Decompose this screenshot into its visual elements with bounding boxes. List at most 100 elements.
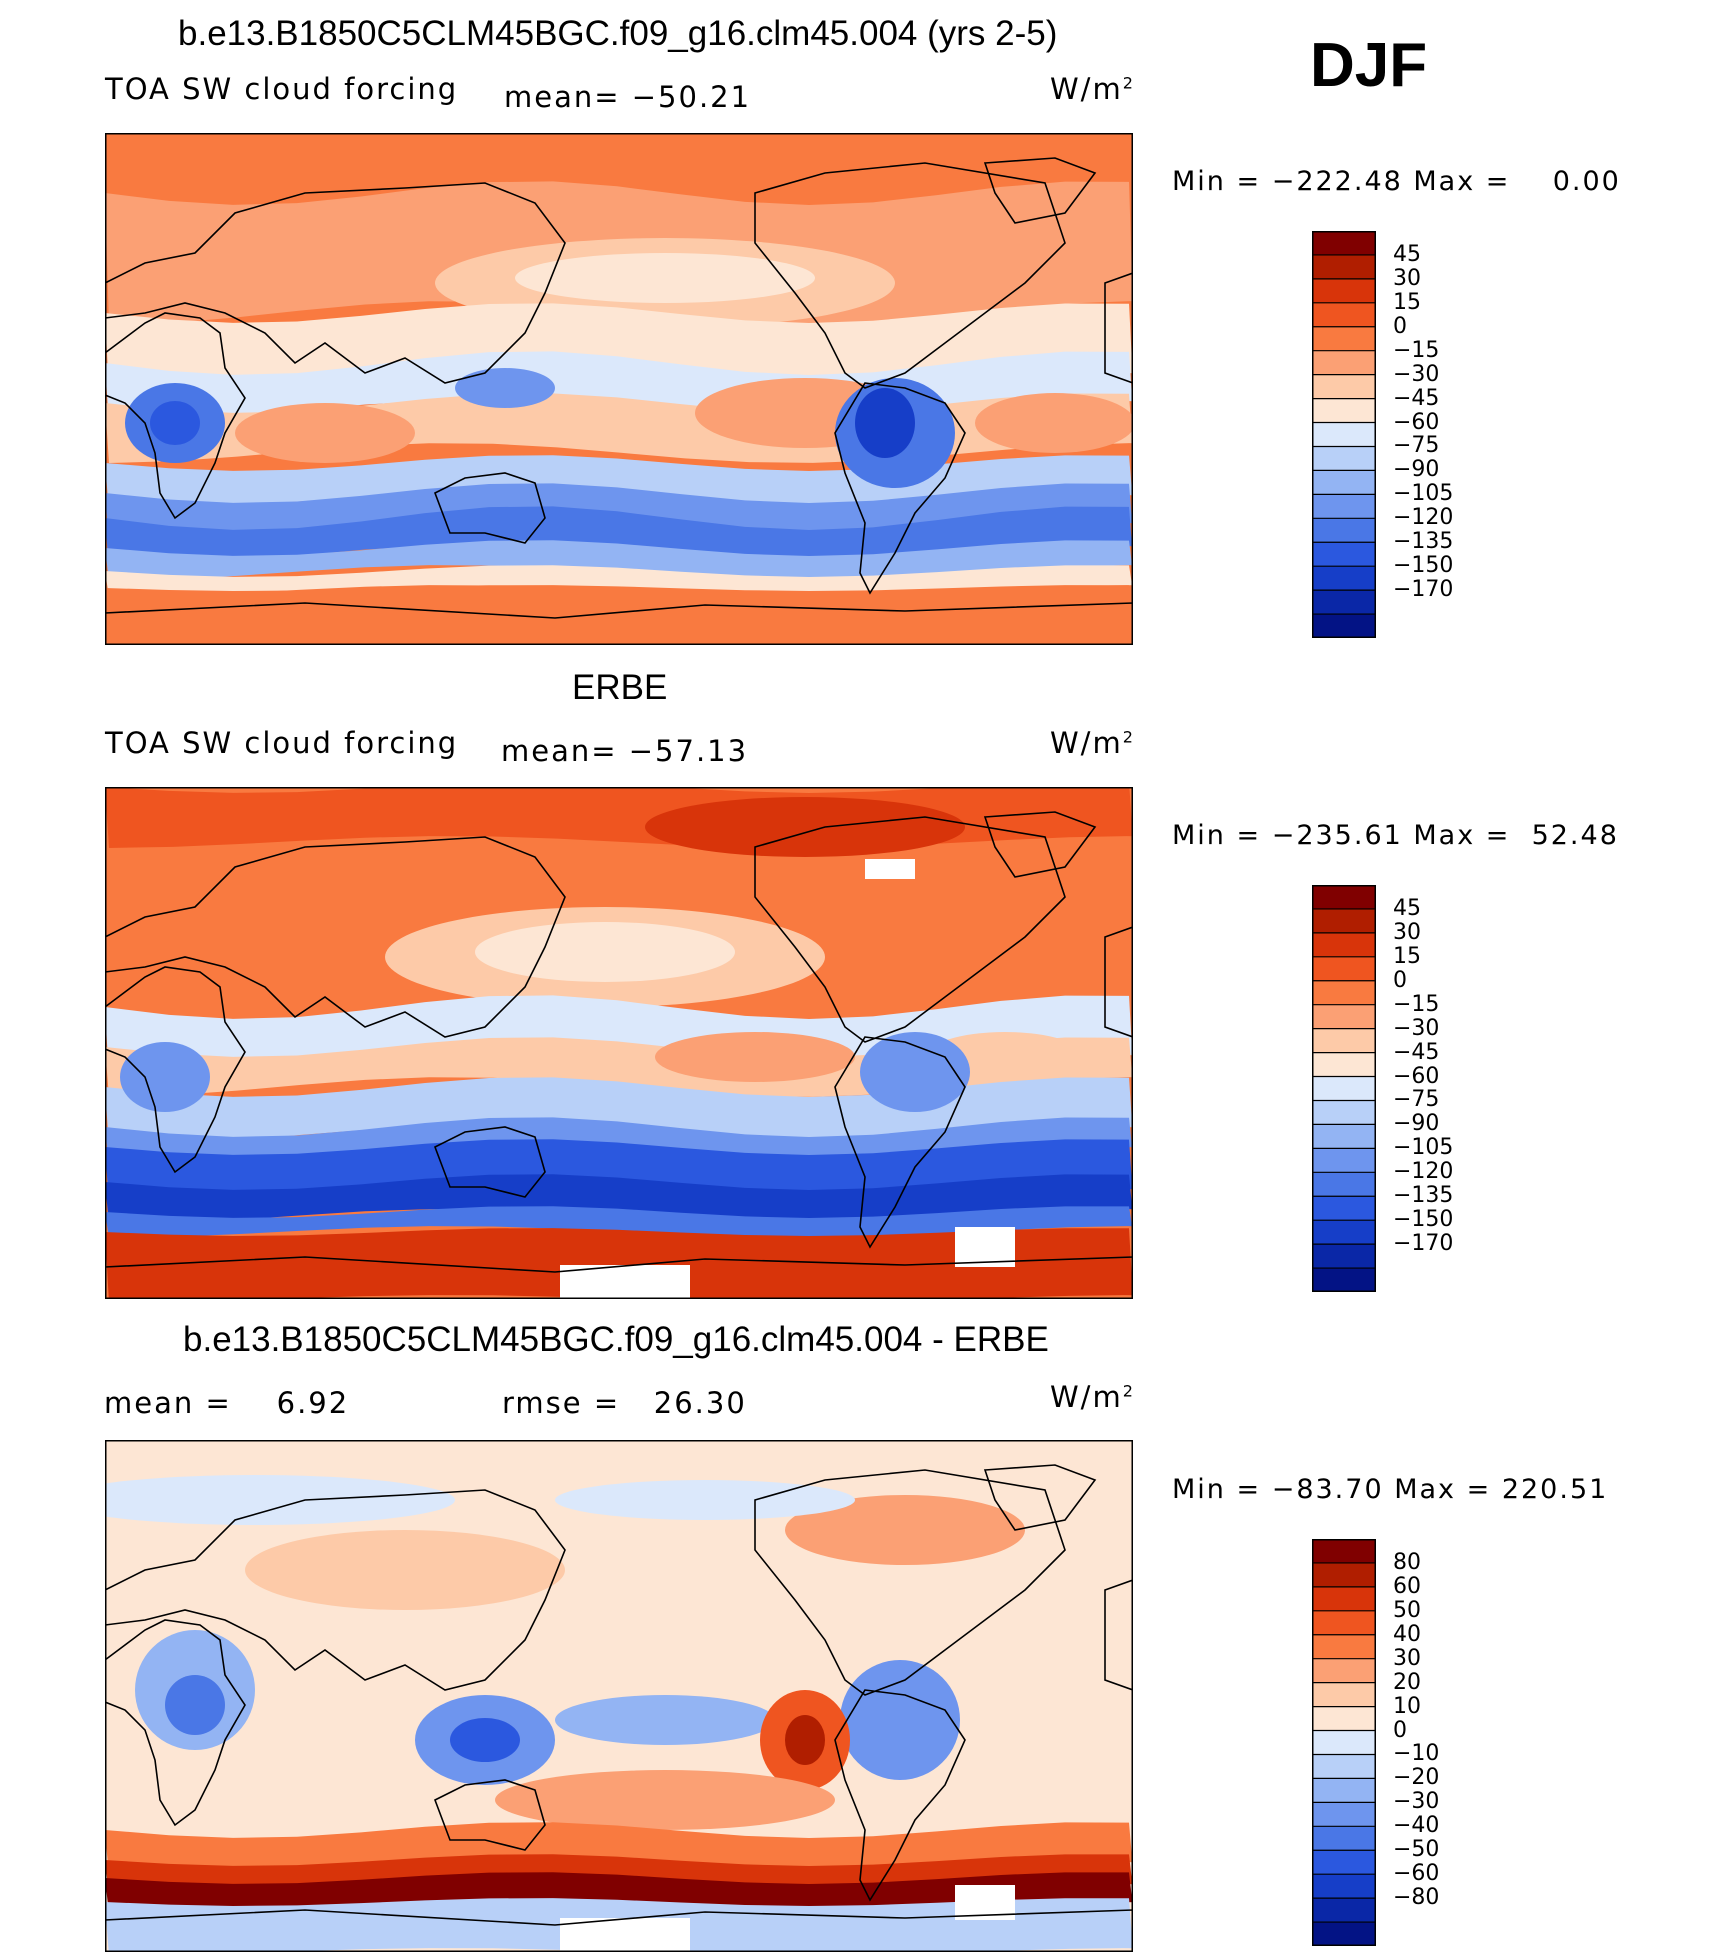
colorbar-tick-label: 30 xyxy=(1393,1645,1421,1671)
panel-3-units-base: W/m xyxy=(1050,1380,1123,1414)
panel-3-map xyxy=(105,1440,1133,1952)
colorbar-tick-label: 30 xyxy=(1393,265,1421,291)
coastline xyxy=(105,1489,566,1691)
colorbar-tick-label: −30 xyxy=(1393,1789,1440,1815)
contour-region xyxy=(855,388,915,458)
colorbar-tick-label: −120 xyxy=(1393,1159,1454,1185)
colorbar-tick-label: −60 xyxy=(1393,409,1440,435)
colorbar-swatch xyxy=(1312,1778,1376,1803)
panel-2-title: ERBE xyxy=(572,668,668,707)
contour-region xyxy=(165,1675,225,1735)
colorbar-tick-label: −170 xyxy=(1393,577,1454,603)
colorbar-tick-label: −20 xyxy=(1393,1765,1440,1791)
coastline xyxy=(105,602,1133,645)
contour-region xyxy=(475,922,735,982)
colorbar-tick-label: 15 xyxy=(1393,943,1421,969)
panel-3-units-exp: 2 xyxy=(1122,1381,1135,1401)
coastline xyxy=(983,157,1097,224)
band-antarctic xyxy=(105,585,1133,645)
coastline xyxy=(1104,1579,1133,1691)
colorbar-tick-label: −60 xyxy=(1393,1063,1440,1089)
map-frame xyxy=(105,1440,1133,1952)
colorbar-tick-label: −30 xyxy=(1393,361,1440,387)
colorbar-swatch xyxy=(1312,1658,1376,1684)
colorbar-tick-label: −135 xyxy=(1393,1183,1454,1209)
contour-region xyxy=(450,1718,520,1762)
contour-region xyxy=(785,1715,825,1765)
colorbar-tick-label: −150 xyxy=(1393,553,1454,579)
colorbar-tick-label: −60 xyxy=(1393,1861,1440,1887)
colorbar-swatch xyxy=(1312,1539,1376,1564)
contour-region xyxy=(120,1042,210,1112)
coastline xyxy=(834,1689,966,1902)
colorbar-tick-label: −10 xyxy=(1393,1741,1440,1767)
coastline xyxy=(105,1256,1133,1299)
band-south-edge xyxy=(105,540,1133,581)
panel-3-title: b.e13.B1850C5CLM45BGC.f09_g16.clm45.004 … xyxy=(183,1320,1049,1359)
coastline xyxy=(105,1619,246,1827)
colorbar-tick-label: −135 xyxy=(1393,529,1454,555)
panel-2-units: W/m2 xyxy=(1050,726,1135,760)
panel-3-minmax: Min = −83.70 Max = 220.51 xyxy=(1172,1474,1608,1505)
colorbar-tick-label: 20 xyxy=(1393,1669,1421,1695)
colorbar-swatch xyxy=(1312,885,1376,910)
panel-2-map xyxy=(105,787,1133,1299)
colorbar-swatch xyxy=(1312,1052,1376,1078)
coastline xyxy=(754,1469,1066,1696)
contour-region xyxy=(555,1695,775,1745)
colorbar-frame xyxy=(1312,231,1376,638)
colorbar-swatch xyxy=(1312,446,1376,471)
colorbar-swatch xyxy=(1312,1220,1376,1245)
colorbar-tick-label: 30 xyxy=(1393,919,1421,945)
missing-data xyxy=(560,1918,690,1952)
colorbar-tick-label: −50 xyxy=(1393,1837,1440,1863)
colorbar-swatch xyxy=(1312,398,1376,424)
colorbar-swatch xyxy=(1312,1634,1376,1660)
colorbar-swatch xyxy=(1312,1124,1376,1149)
colorbar-swatch xyxy=(1312,590,1376,615)
panel-2-units-base: W/m xyxy=(1050,726,1123,760)
colorbar-tick-label: 40 xyxy=(1393,1621,1421,1647)
coastline xyxy=(983,1464,1097,1531)
panel-3-min: Min = −83.70 xyxy=(1172,1474,1384,1505)
panel-1-minmax: Min = −222.48 Max = 0.00 xyxy=(1172,166,1621,197)
coastline xyxy=(433,1779,546,1851)
colorbar-swatch xyxy=(1312,542,1376,567)
colorbar-tick-label: 15 xyxy=(1393,289,1421,315)
colorbar-tick-label: −30 xyxy=(1393,1015,1440,1041)
colorbar-swatch xyxy=(1312,1682,1376,1708)
contour-region xyxy=(515,253,815,303)
coastline xyxy=(754,816,1066,1043)
contour-region xyxy=(655,1032,855,1082)
colorbar-swatch xyxy=(1312,1898,1376,1923)
contour-region xyxy=(840,1660,960,1780)
colorbar-tick-label: −45 xyxy=(1393,1039,1440,1065)
colorbar-tick-label: 0 xyxy=(1393,1717,1407,1743)
colorbar-tick-label: 50 xyxy=(1393,1597,1421,1623)
colorbar-swatch xyxy=(1312,1922,1376,1946)
contour-region xyxy=(645,797,965,857)
colorbar-tick-label: −90 xyxy=(1393,457,1440,483)
colorbar-tick-label: −170 xyxy=(1393,1231,1454,1257)
colorbar-swatch xyxy=(1312,1754,1376,1779)
contour-region xyxy=(555,1480,855,1520)
panel-2-mean: mean= −57.13 xyxy=(501,734,749,768)
panel-1-mean: mean= −50.21 xyxy=(504,80,752,114)
colorbar-tick-label: −150 xyxy=(1393,1207,1454,1233)
colorbar-swatch xyxy=(1312,1004,1376,1030)
colorbar-swatch xyxy=(1312,932,1376,958)
coastline xyxy=(433,1126,546,1198)
colorbar-swatch xyxy=(1312,566,1376,591)
missing-data xyxy=(560,1265,690,1299)
colorbar-tick-label: −45 xyxy=(1393,385,1440,411)
colorbar-frame xyxy=(1312,885,1376,1292)
colorbar-tick-label: −80 xyxy=(1393,1885,1440,1911)
contour-region xyxy=(455,368,555,408)
panel-1-title: b.e13.B1850C5CLM45BGC.f09_g16.clm45.004 … xyxy=(178,14,1058,53)
colorbar-swatch xyxy=(1312,278,1376,304)
colorbar-tick-label: −15 xyxy=(1393,991,1440,1017)
missing-data xyxy=(865,859,915,879)
coastline xyxy=(105,312,246,520)
colorbar-swatch xyxy=(1312,1730,1376,1755)
map-frame xyxy=(105,133,1133,645)
